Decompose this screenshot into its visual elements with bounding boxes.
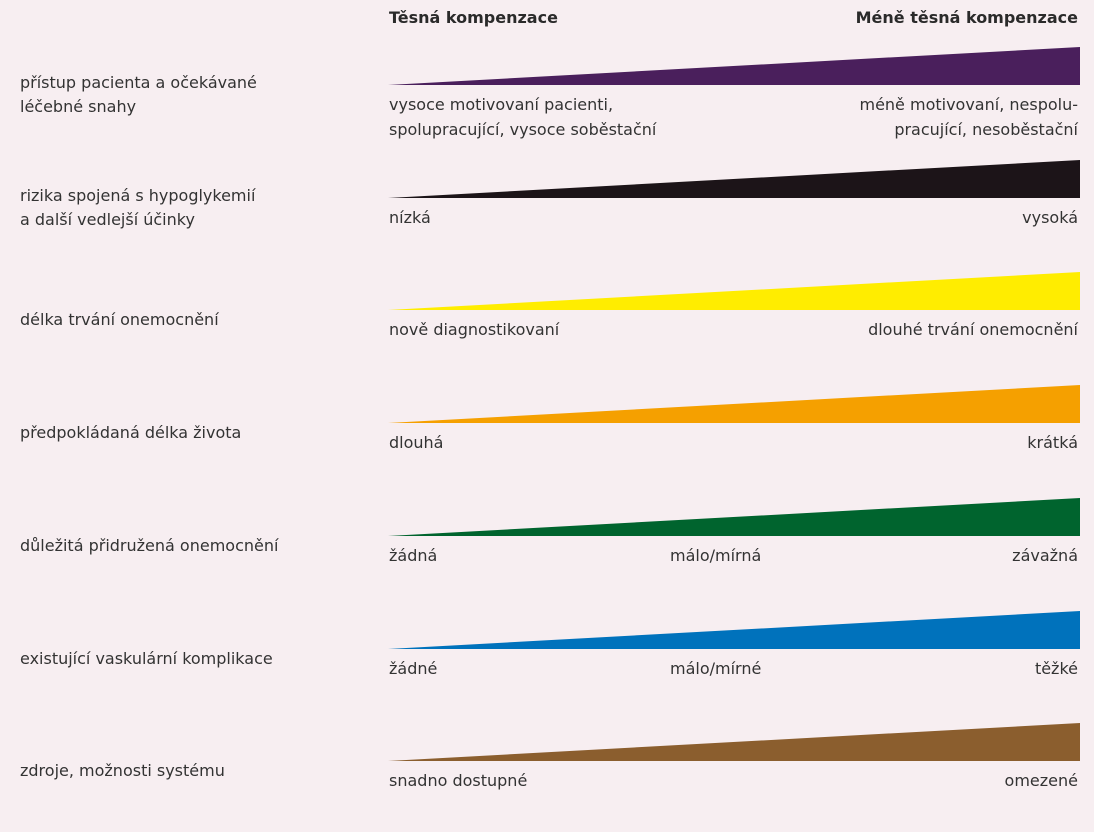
- gradient-wedge: [388, 47, 1080, 85]
- row-2: rizika spojená s hypoglykemií a další ved…: [0, 157, 1094, 269]
- desc-left: nově diagnostikovaní: [389, 320, 560, 340]
- desc-left: žádné: [389, 658, 438, 678]
- desc-middle: málo/mírné: [670, 658, 762, 678]
- diagram-canvas: Těsná kompenzace Méně těsná kompenzace p…: [0, 8, 1094, 790]
- gradient-wedge: [388, 272, 1080, 311]
- row-4: předpokládaná délka života dlouhá krátká: [0, 382, 1094, 494]
- desc-left: dlouhá: [389, 433, 444, 453]
- gradient-wedge: [388, 385, 1080, 424]
- desc-left: snadno dostupné: [389, 771, 528, 791]
- desc-right: krátká: [1027, 433, 1078, 453]
- row-label: rizika spojená s hypoglykemií a další ved…: [20, 185, 256, 229]
- row-7: zdroje, možnosti systému snadno dostupné o…: [0, 720, 1094, 832]
- desc-left: žádná: [389, 545, 438, 565]
- row-3: délka trvání onemocnění nově diagnostikov…: [0, 269, 1094, 381]
- row-label: předpokládaná délka života: [20, 423, 242, 443]
- row-label: existující vaskulární komplikace: [20, 648, 273, 668]
- row-label: důležitá přidružená onemocnění: [20, 535, 279, 555]
- row-label: délka trvání onemocnění: [20, 310, 219, 330]
- row-label: přístup pacienta a očekávané léčebné snah…: [20, 73, 257, 116]
- wedge-shape: [388, 272, 1080, 311]
- desc-right: dlouhé trvání onemocnění: [868, 320, 1078, 340]
- desc-middle: málo/mírná: [670, 545, 762, 565]
- header-less-tight-compensation: Méně těsná kompenzace: [855, 8, 1078, 27]
- desc-right: omezené: [1004, 771, 1078, 791]
- desc-right: vysoká: [1022, 207, 1078, 227]
- gradient-wedge: [388, 723, 1080, 762]
- desc-right: závažná: [1012, 545, 1078, 565]
- wedge-shape: [388, 47, 1080, 85]
- wedge-shape: [388, 723, 1080, 762]
- desc-right: těžké: [1034, 658, 1078, 678]
- wedge-shape: [388, 159, 1080, 198]
- row-1: přístup pacienta a očekávané léčebné snah…: [0, 44, 1094, 156]
- desc-left: vysoce motivovaní pacienti, spolupracujíc…: [389, 95, 657, 139]
- desc-left: nízká: [389, 207, 431, 227]
- row-label: zdroje, možnosti systému: [20, 761, 225, 781]
- gradient-wedge: [388, 159, 1080, 198]
- wedge-shape: [388, 610, 1080, 649]
- gradient-wedge: [388, 610, 1080, 649]
- header-tight-compensation: Těsná kompenzace: [389, 8, 558, 27]
- wedge-shape: [388, 497, 1080, 536]
- row-6: existující vaskulární komplikace žádné mál…: [0, 608, 1094, 720]
- row-5: důležitá přidružená onemocnění žádná málo/…: [0, 495, 1094, 607]
- gradient-wedge: [388, 497, 1080, 536]
- wedge-shape: [388, 385, 1080, 424]
- desc-right: méně motivovaní, nespolu-pracující, neso…: [859, 95, 1078, 139]
